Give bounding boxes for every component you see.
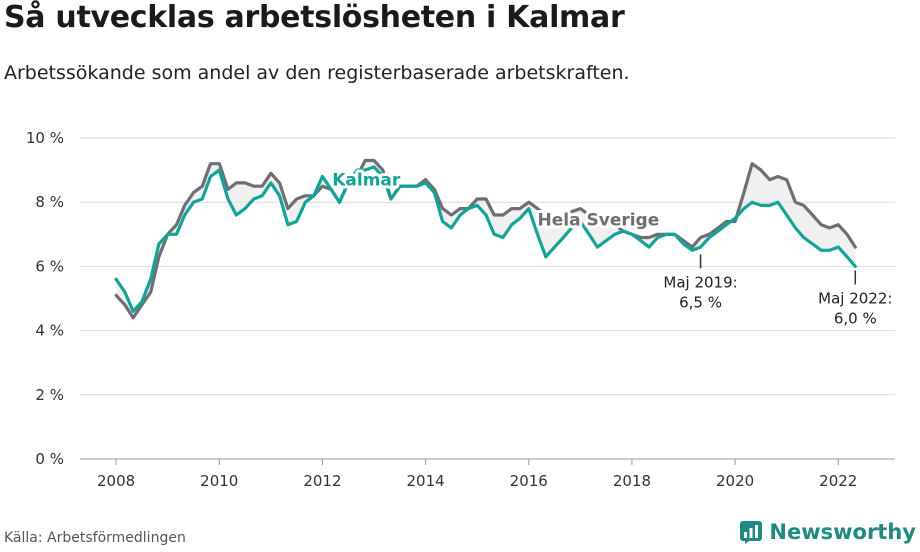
x-tick-label: 2014 (407, 472, 445, 490)
annotation-label-line1: Maj 2019: (663, 273, 737, 291)
series-line-kalmar (114, 165, 857, 313)
area-between-series (116, 160, 856, 318)
series-label-kalmar-halo: Kalmar (332, 171, 401, 191)
chart-subtitle: Arbetssökande som andel av den registerb… (4, 62, 630, 84)
series-line-sverige (114, 158, 857, 320)
annotations: Maj 2019: 6,5 % Maj 2022: 6,0 % (663, 254, 892, 327)
series-lines (114, 158, 857, 320)
x-tick-label: 2010 (200, 472, 238, 490)
y-tick-label: 6 % (35, 257, 64, 275)
series-label-kalmar: Kalmar (332, 171, 401, 191)
annotation-label-line2: 6,0 % (834, 309, 877, 327)
x-axis: 2008 2010 2012 2014 2016 2018 2020 2022 (97, 459, 857, 490)
y-tick-label: 2 % (35, 386, 64, 404)
y-axis-labels: 0 % 2 % 4 % 6 % 8 % 10 % (26, 129, 64, 468)
y-tick-label: 4 % (35, 322, 64, 340)
y-tick-label: 8 % (35, 193, 64, 211)
y-tick-label: 10 % (26, 129, 64, 147)
x-tick-label: 2012 (303, 472, 341, 490)
y-tick-label: 0 % (35, 450, 64, 468)
brand-name: Newsworthy (769, 520, 916, 544)
newsworthy-logo-icon (740, 521, 763, 544)
series-label-sverige: Hela Sverige (538, 211, 660, 231)
x-tick-label: 2022 (819, 472, 857, 490)
x-tick-label: 2018 (613, 472, 651, 490)
annotation-label-line2: 6,5 % (679, 293, 722, 311)
x-tick-label: 2008 (97, 472, 135, 490)
difference-fill (116, 160, 856, 318)
annotation-label-line1: Maj 2022: (818, 289, 892, 307)
x-tick-label: 2016 (510, 472, 548, 490)
brand-logo: Newsworthy (739, 520, 916, 544)
x-tick-label: 2020 (716, 472, 754, 490)
series-label-sverige-halo: Hela Sverige (538, 211, 660, 231)
chart-title: Så utvecklas arbetslösheten i Kalmar (4, 0, 625, 35)
source-note: Källa: Arbetsförmedlingen (4, 530, 186, 546)
